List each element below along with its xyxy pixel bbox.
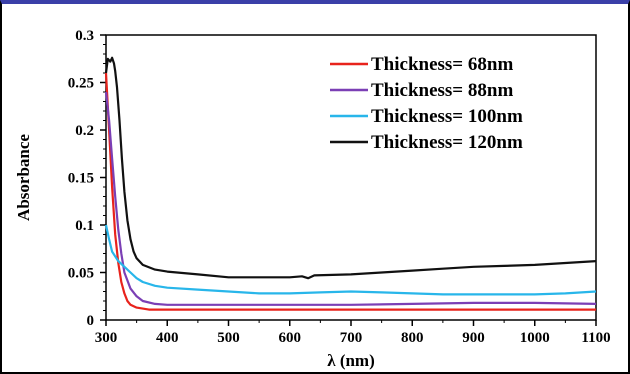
x-tick-label: 500 xyxy=(217,330,240,346)
legend: Thickness= 68nm Thickness= 88nm Thickness=… xyxy=(330,54,523,153)
plot-area xyxy=(105,34,597,321)
y-tick-label: 0.1 xyxy=(75,218,94,234)
y-tick-label: 0.3 xyxy=(75,28,94,44)
axes: 300 400 500 600 700 800 900 1000 1100 0 0.05 0.1 0.1… xyxy=(68,28,611,346)
x-tick-label: 800 xyxy=(401,330,424,346)
x-tick-label: 600 xyxy=(279,330,302,346)
legend-label: Thickness= 100nm xyxy=(371,106,523,127)
y-tick-label: 0.2 xyxy=(75,123,94,139)
x-tick-label: 300 xyxy=(95,330,118,346)
legend-label: Thickness= 68nm xyxy=(371,54,513,75)
series-line-1 xyxy=(104,72,596,311)
x-tick-label: 400 xyxy=(156,330,179,346)
y-tick-label: 0 xyxy=(87,313,95,329)
x-tick-label: 1100 xyxy=(581,330,610,346)
legend-label: Thickness= 88nm xyxy=(371,80,513,101)
x-tick-label: 700 xyxy=(340,330,363,346)
series-line-4 xyxy=(104,56,597,280)
series-line-2 xyxy=(104,91,597,306)
y-tick-label: 0.15 xyxy=(68,171,94,187)
y-tick-label: 0.25 xyxy=(68,76,94,92)
y-axis-title: Absorbance xyxy=(14,134,33,221)
series-line-3 xyxy=(104,224,597,296)
plot-box xyxy=(105,34,597,321)
x-tick-label: 1000 xyxy=(520,330,550,346)
legend-label: Thickness= 120nm xyxy=(371,132,523,153)
series-layer xyxy=(104,56,597,311)
x-tick-label: 900 xyxy=(462,330,485,346)
x-axis-title: λ (nm) xyxy=(327,351,375,370)
y-tick-label: 0.05 xyxy=(68,266,94,282)
